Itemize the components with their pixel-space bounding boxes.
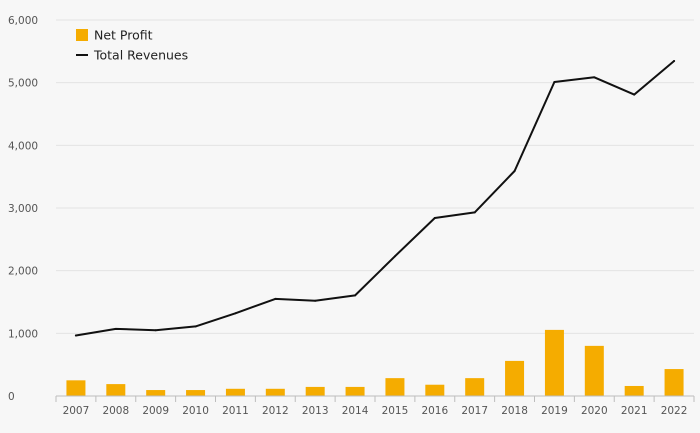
- net-profit-bar: [186, 390, 206, 396]
- net-profit-bar: [345, 386, 365, 396]
- net-profit-bar: [465, 378, 485, 396]
- net-profit-bar: [146, 390, 166, 396]
- total-revenues-point: [513, 170, 516, 173]
- total-revenues-point: [154, 329, 157, 332]
- y-tick-label: 6,000: [8, 15, 38, 27]
- x-tick-label: 2020: [581, 405, 608, 417]
- total-revenues-point: [673, 60, 676, 63]
- x-tick-label: 2007: [63, 405, 90, 417]
- total-revenues-point: [553, 81, 556, 84]
- x-axis-tick-labels: 2007 2008 2009 2010 2011 2012 2013 2014 2015 2016…: [63, 405, 688, 417]
- legend-swatch-net-profit: [76, 29, 88, 41]
- net-profit-bar: [505, 360, 525, 396]
- total-revenues-line-group: [74, 60, 676, 337]
- legend: Net Profit Total Revenues: [76, 28, 188, 63]
- x-tick-label: 2013: [302, 405, 329, 417]
- net-profit-bar: [544, 329, 564, 396]
- y-tick-label: 2,000: [8, 266, 38, 278]
- total-revenues-point: [633, 93, 636, 96]
- x-tick-label: 2012: [262, 405, 289, 417]
- legend-label-total-revenues: Total Revenues: [93, 48, 188, 63]
- total-revenues-point: [194, 325, 197, 328]
- y-tick-label: 5,000: [8, 78, 38, 90]
- y-tick-label: 3,000: [8, 203, 38, 215]
- grid: [56, 19, 694, 334]
- y-axis-tick-labels: 0 1,000 2,000 3,000 4,000 5,000 6,000: [8, 15, 38, 403]
- total-revenues-point: [593, 76, 596, 79]
- net-profit-bar: [66, 380, 86, 396]
- net-profit-bar: [584, 345, 604, 396]
- total-revenues-point: [314, 299, 317, 302]
- total-revenues-point: [274, 297, 277, 300]
- total-revenues-point: [433, 217, 436, 220]
- net-profit-bars: [66, 329, 684, 396]
- x-tick-label: 2010: [182, 405, 209, 417]
- x-tick-label: 2018: [501, 405, 528, 417]
- legend-label-net-profit: Net Profit: [94, 28, 153, 43]
- net-profit-bar: [624, 385, 644, 396]
- x-tick-label: 2011: [222, 405, 249, 417]
- y-tick-label: 1,000: [8, 328, 38, 340]
- x-axis: [55, 395, 695, 402]
- net-profit-bar: [106, 384, 126, 396]
- total-revenues-point: [74, 334, 77, 337]
- x-tick-label: 2008: [102, 405, 129, 417]
- y-tick-label: 4,000: [8, 140, 38, 152]
- x-tick-label: 2009: [142, 405, 169, 417]
- x-tick-label: 2019: [541, 405, 568, 417]
- total-revenues-point: [234, 312, 237, 315]
- net-profit-bar: [425, 384, 445, 396]
- total-revenues-line: [74, 60, 676, 337]
- x-tick-label: 2022: [661, 405, 688, 417]
- net-profit-bar: [225, 388, 245, 396]
- net-profit-bar: [265, 388, 285, 396]
- x-tick-label: 2017: [461, 405, 488, 417]
- net-profit-bar: [305, 386, 325, 396]
- y-tick-label: 0: [8, 391, 15, 403]
- total-revenues-point: [354, 294, 357, 297]
- x-tick-label: 2016: [421, 405, 448, 417]
- total-revenues-point: [473, 211, 476, 214]
- total-revenues-point: [393, 255, 396, 258]
- net-profit-bar: [385, 378, 405, 396]
- x-tick-label: 2021: [621, 405, 648, 417]
- total-revenues-point: [114, 327, 117, 330]
- x-tick-label: 2014: [342, 405, 369, 417]
- x-tick-label: 2015: [382, 405, 409, 417]
- net-profit-bar: [664, 369, 684, 396]
